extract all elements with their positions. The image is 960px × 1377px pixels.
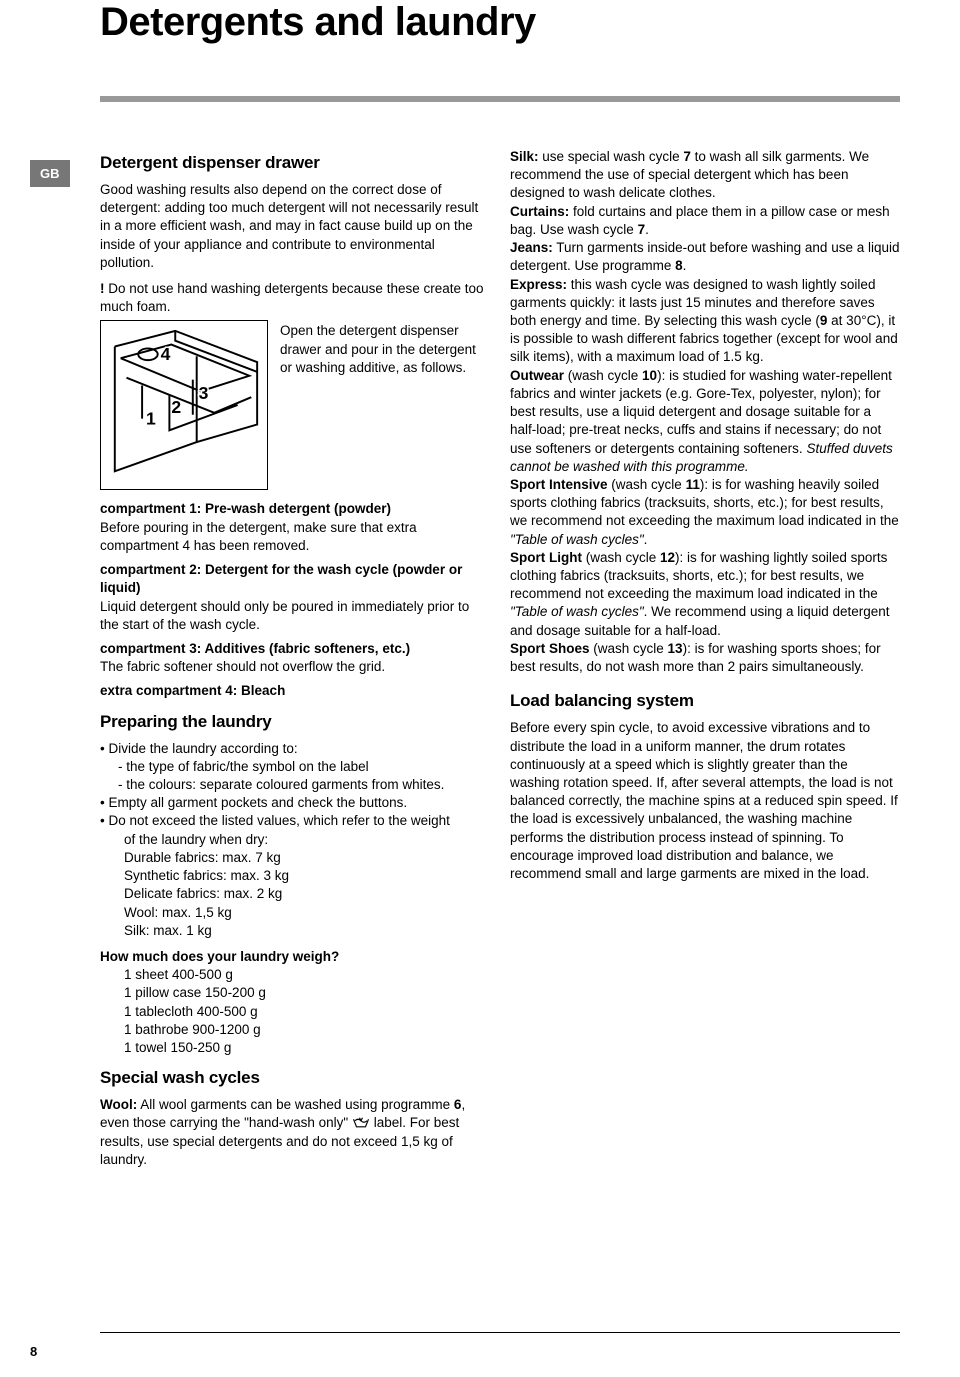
compartment-3-heading: compartment 3: Additives (fabric softene… — [100, 640, 490, 658]
divider — [100, 96, 900, 102]
left-column: Detergent dispenser drawer Good washing … — [100, 148, 490, 1169]
outwear-paragraph: Outwear (wash cycle 10): is studied for … — [510, 367, 900, 476]
jeans-paragraph: Jeans: Turn garments inside-out before w… — [510, 239, 900, 275]
sl-text-1: (wash cycle — [582, 550, 660, 565]
weigh-bathrobe: 1 bathrobe 900-1200 g — [100, 1021, 490, 1039]
svg-text:3: 3 — [199, 384, 209, 404]
bullet-exceed: • Do not exceed the listed values, which… — [100, 812, 490, 830]
sport-shoes-paragraph: Sport Shoes (wash cycle 13): is for wash… — [510, 640, 900, 676]
jeans-cycle-num: 8 — [675, 258, 683, 273]
curtains-cycle-num: 7 — [638, 222, 646, 237]
compartment-3-text: The fabric softener should not overflow … — [100, 658, 490, 676]
jeans-text-1: Turn garments inside-out before washing … — [510, 240, 900, 273]
ss-cycle-num: 13 — [668, 641, 683, 656]
outwear-text-1: (wash cycle — [564, 368, 642, 383]
footer-line — [100, 1332, 900, 1333]
wool-label: Wool: — [100, 1097, 137, 1112]
svg-text:2: 2 — [171, 397, 181, 417]
bullet-exceed-cont: of the laundry when dry: — [100, 831, 490, 849]
wool-text-1: All wool garments can be washed using pr… — [137, 1097, 454, 1112]
load-balancing-text: Before every spin cycle, to avoid excess… — [510, 719, 900, 883]
weight-wool: Wool: max. 1,5 kg — [100, 904, 490, 922]
si-cycle-num: 11 — [686, 477, 700, 492]
curtains-paragraph: Curtains: fold curtains and place them i… — [510, 203, 900, 239]
silk-text-1: use special wash cycle — [539, 149, 684, 164]
sport-light-paragraph: Sport Light (wash cycle 12): is for wash… — [510, 549, 900, 640]
sl-cycle-num: 12 — [660, 550, 675, 565]
compartment-2-heading: compartment 2: Detergent for the wash cy… — [100, 561, 490, 597]
compartment-1-text: Before pouring in the detergent, make su… — [100, 519, 490, 555]
page-number: 8 — [30, 1344, 37, 1359]
si-italic: "Table of wash cycles" — [510, 532, 644, 547]
compartment-1-heading: compartment 1: Pre-wash detergent (powde… — [100, 500, 490, 518]
dispenser-diagram: 4 3 2 1 — [100, 320, 268, 490]
jeans-label: Jeans: — [510, 240, 553, 255]
sl-italic: "Table of wash cycles" — [510, 604, 644, 619]
silk-label: Silk: — [510, 149, 539, 164]
jeans-text-2: . — [683, 258, 687, 273]
silk-paragraph: Silk: use special wash cycle 7 to wash a… — [510, 148, 900, 203]
si-text-1: (wash cycle — [608, 477, 686, 492]
ss-text-1: (wash cycle — [590, 641, 668, 656]
curtains-text-2: . — [645, 222, 649, 237]
compartment-4-heading: extra compartment 4: Bleach — [100, 682, 490, 700]
sport-intensive-label: Sport Intensive — [510, 477, 608, 492]
svg-text:4: 4 — [161, 345, 171, 365]
preparing-bullets: • Divide the laundry according to: - the… — [100, 740, 490, 940]
dispenser-intro: Good washing results also depend on the … — [100, 181, 490, 272]
weigh-towel: 1 towel 150-250 g — [100, 1039, 490, 1057]
sport-shoes-label: Sport Shoes — [510, 641, 590, 656]
sport-intensive-paragraph: Sport Intensive (wash cycle 11): is for … — [510, 476, 900, 549]
sport-light-label: Sport Light — [510, 550, 582, 565]
weigh-tablecloth: 1 tablecloth 400-500 g — [100, 1003, 490, 1021]
section-special-heading: Special wash cycles — [100, 1067, 490, 1090]
page-title: Detergents and laundry — [100, 0, 536, 45]
compartment-2-text: Liquid detergent should only be poured i… — [100, 598, 490, 634]
warning-text: Do not use hand washing detergents becau… — [100, 281, 484, 314]
weight-silk: Silk: max. 1 kg — [100, 922, 490, 940]
curtains-label: Curtains: — [510, 204, 569, 219]
express-label: Express: — [510, 277, 567, 292]
section-preparing-heading: Preparing the laundry — [100, 711, 490, 734]
language-tab: GB — [30, 160, 70, 187]
section-dispenser-heading: Detergent dispenser drawer — [100, 152, 490, 175]
handwash-icon — [352, 1116, 370, 1130]
weigh-pillow: 1 pillow case 150-200 g — [100, 984, 490, 1002]
express-paragraph: Express: this wash cycle was designed to… — [510, 276, 900, 367]
weigh-sheet: 1 sheet 400-500 g — [100, 966, 490, 984]
svg-text:1: 1 — [146, 409, 156, 429]
si-text-3: . — [644, 532, 648, 547]
dispenser-drawer-svg: 4 3 2 1 — [107, 327, 263, 483]
weight-durable: Durable fabrics: max. 7 kg — [100, 849, 490, 867]
outwear-cycle-num: 10 — [642, 368, 657, 383]
dash-colours: - the colours: separate coloured garment… — [100, 776, 490, 794]
section-load-heading: Load balancing system — [510, 690, 900, 713]
wool-paragraph: Wool: All wool garments can be washed us… — [100, 1096, 490, 1169]
weight-delicate: Delicate fabrics: max. 2 kg — [100, 885, 490, 903]
bullet-divide: • Divide the laundry according to: — [100, 740, 490, 758]
bullet-pockets: • Empty all garment pockets and check th… — [100, 794, 490, 812]
silk-cycle-num: 7 — [683, 149, 691, 164]
outwear-label: Outwear — [510, 368, 564, 383]
right-column: Silk: use special wash cycle 7 to wash a… — [510, 148, 900, 883]
dash-fabric: - the type of fabric/the symbol on the l… — [100, 758, 490, 776]
diagram-caption: Open the detergent dispenser drawer and … — [280, 322, 490, 377]
diagram-row: 4 3 2 1 Open the detergent dispenser dra… — [100, 320, 490, 490]
weight-synthetic: Synthetic fabrics: max. 3 kg — [100, 867, 490, 885]
warning-foam: ! Do not use hand washing detergents bec… — [100, 280, 490, 316]
weigh-heading: How much does your laundry weigh? — [100, 948, 490, 966]
